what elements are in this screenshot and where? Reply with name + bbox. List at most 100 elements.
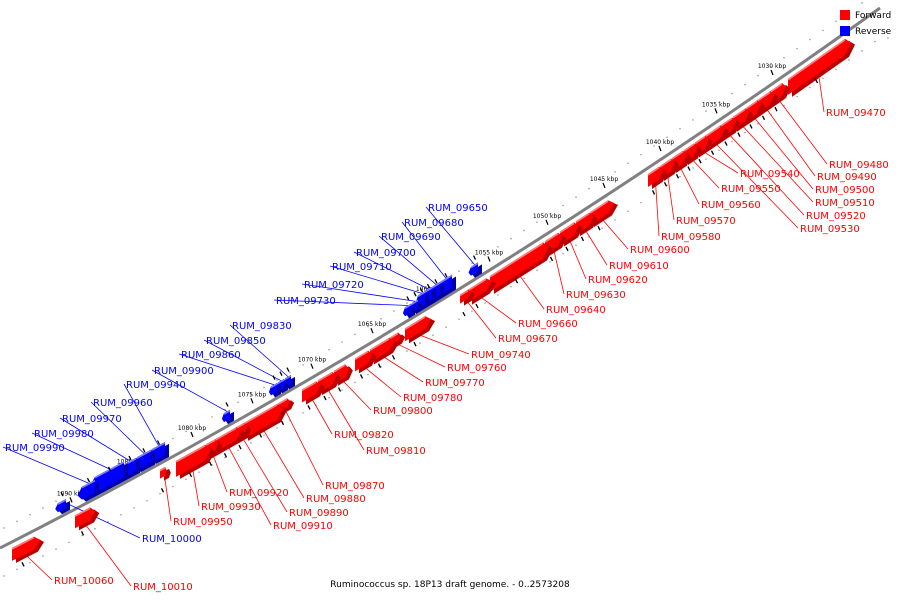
gene-label[interactable]: RUM_09610: [609, 261, 669, 272]
gene-label[interactable]: RUM_09560: [701, 200, 761, 211]
gene-rum-10010[interactable]: [74, 507, 100, 536]
gene-highlight: [756, 91, 771, 102]
gene-rum-09820[interactable]: [301, 381, 325, 410]
gene-label[interactable]: RUM_09880: [306, 494, 366, 505]
gene-label[interactable]: RUM_09650: [428, 203, 488, 214]
gene-highlight: [57, 499, 67, 505]
gene-rum-09660[interactable]: [467, 278, 496, 309]
gene-label[interactable]: RUM_10000: [142, 534, 202, 545]
gene-label[interactable]: RUM_09680: [404, 218, 464, 229]
gene-highlight: [205, 439, 216, 446]
gene-label[interactable]: RUM_09920: [229, 488, 289, 499]
gene-label[interactable]: RUM_09500: [815, 185, 875, 196]
gene-label[interactable]: RUM_09820: [334, 430, 394, 441]
gene-label[interactable]: RUM_09620: [588, 275, 648, 286]
gene-rum-09950[interactable]: [159, 466, 171, 493]
scale-tick-mark: [370, 327, 374, 334]
gene-label[interactable]: RUM_09910: [273, 521, 333, 532]
gene-rum-09580[interactable]: [647, 166, 667, 195]
gene-rum-09730[interactable]: [402, 296, 415, 319]
gene-label[interactable]: RUM_09640: [546, 305, 606, 316]
gene-label[interactable]: RUM_09530: [800, 224, 860, 235]
guide-dot: [822, 29, 824, 32]
gene-label[interactable]: RUM_09770: [425, 378, 485, 389]
gene-rum-10060[interactable]: [11, 536, 44, 567]
gene-rum-09670[interactable]: [459, 289, 475, 317]
gene-rum-10000[interactable]: [55, 491, 70, 515]
gene-label[interactable]: RUM_09940: [126, 380, 186, 391]
leader-line: [600, 217, 629, 250]
gene-rum-09990[interactable]: [77, 477, 99, 502]
gene-label[interactable]: RUM_09630: [566, 290, 626, 301]
gene-label[interactable]: RUM_09570: [676, 216, 736, 227]
gene-label[interactable]: RUM_09740: [471, 350, 531, 361]
gene-label[interactable]: RUM_09490: [817, 172, 877, 183]
gene-highlight: [223, 410, 231, 415]
gene-label[interactable]: RUM_09930: [201, 502, 261, 513]
gene-rum-09780[interactable]: [354, 350, 377, 379]
guide-dot: [133, 507, 135, 509]
gene-label[interactable]: RUM_09710: [332, 262, 392, 273]
gene-label[interactable]: RUM_09510: [815, 198, 875, 209]
gene-rum-09740[interactable]: [404, 316, 435, 347]
gene-rum-09650[interactable]: [468, 255, 482, 278]
gene-rum-09880[interactable]: [243, 403, 287, 441]
gene-label[interactable]: RUM_09850: [206, 336, 266, 347]
gene-label[interactable]: RUM_09550: [721, 184, 781, 195]
leader-line: [31, 432, 110, 470]
gene-label[interactable]: RUM_09950: [173, 517, 233, 528]
gene-label[interactable]: RUM_09600: [630, 245, 690, 256]
guide-dot: [432, 334, 434, 337]
gene-rum-09720[interactable]: [409, 291, 422, 315]
gene-label[interactable]: RUM_10010: [133, 582, 193, 593]
gene-tick: [80, 531, 85, 536]
gene-rum-09470[interactable]: [787, 38, 855, 97]
gene-rum-09550[interactable]: [683, 143, 702, 171]
gene-label[interactable]: RUM_09900: [154, 366, 214, 377]
guide-dot: [302, 412, 304, 414]
leader-line: [765, 107, 816, 177]
leader-line: [310, 397, 333, 435]
gene-label[interactable]: RUM_09800: [373, 406, 433, 417]
scale-tick-mark: [658, 145, 662, 152]
gene-label[interactable]: RUM_09860: [181, 350, 241, 361]
gene-label[interactable]: RUM_09870: [325, 481, 385, 492]
gene-label[interactable]: RUM_09830: [232, 321, 292, 332]
gene-rum-09900[interactable]: [221, 402, 234, 425]
gene-body: [77, 479, 95, 500]
gene-label[interactable]: RUM_09690: [381, 232, 441, 243]
gene-label[interactable]: RUM_09780: [403, 393, 463, 404]
guide-dot: [393, 310, 395, 312]
gene-label[interactable]: RUM_10060: [54, 576, 114, 587]
gene-label[interactable]: RUM_09970: [62, 414, 122, 425]
gene-body: [490, 242, 549, 292]
guide-dot: [55, 500, 57, 503]
gene-label[interactable]: RUM_09960: [93, 398, 153, 409]
gene-tick: [142, 448, 146, 453]
gene-label[interactable]: RUM_09760: [447, 363, 507, 374]
gene-label[interactable]: RUM_09580: [661, 232, 721, 243]
gene-rum-09860[interactable]: [268, 375, 281, 398]
gene-label[interactable]: RUM_09730: [276, 296, 336, 307]
gene-tick: [651, 190, 656, 195]
gene-label[interactable]: RUM_09470: [826, 108, 886, 119]
leader-line: [341, 379, 372, 411]
gene-label[interactable]: RUM_09990: [5, 443, 65, 454]
gene-label[interactable]: RUM_09660: [518, 319, 578, 330]
gene-label[interactable]: RUM_09540: [740, 169, 800, 180]
gene-label[interactable]: RUM_09720: [304, 280, 364, 291]
gene-label[interactable]: RUM_09810: [366, 446, 426, 457]
gene-rum-09640[interactable]: [489, 242, 553, 294]
gene-label[interactable]: RUM_09700: [356, 248, 416, 259]
gene-label[interactable]: RUM_09480: [829, 160, 889, 171]
gene-rum-09930[interactable]: [175, 444, 215, 479]
guide-dot: [185, 478, 187, 481]
gene-label[interactable]: RUM_09890: [289, 508, 349, 519]
gene-highlight: [333, 364, 346, 373]
gene-highlight: [214, 427, 237, 441]
gene-label[interactable]: RUM_09520: [806, 211, 866, 222]
gene-label[interactable]: RUM_09980: [34, 429, 94, 440]
gene-label[interactable]: RUM_09670: [498, 334, 558, 345]
gene-rum-09850[interactable]: [275, 371, 288, 394]
gene-highlight: [439, 274, 453, 284]
